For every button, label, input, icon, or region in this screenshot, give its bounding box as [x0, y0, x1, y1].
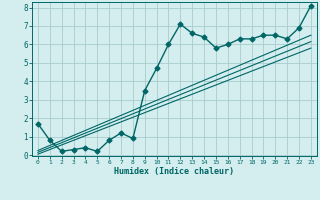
X-axis label: Humidex (Indice chaleur): Humidex (Indice chaleur) [115, 167, 234, 176]
